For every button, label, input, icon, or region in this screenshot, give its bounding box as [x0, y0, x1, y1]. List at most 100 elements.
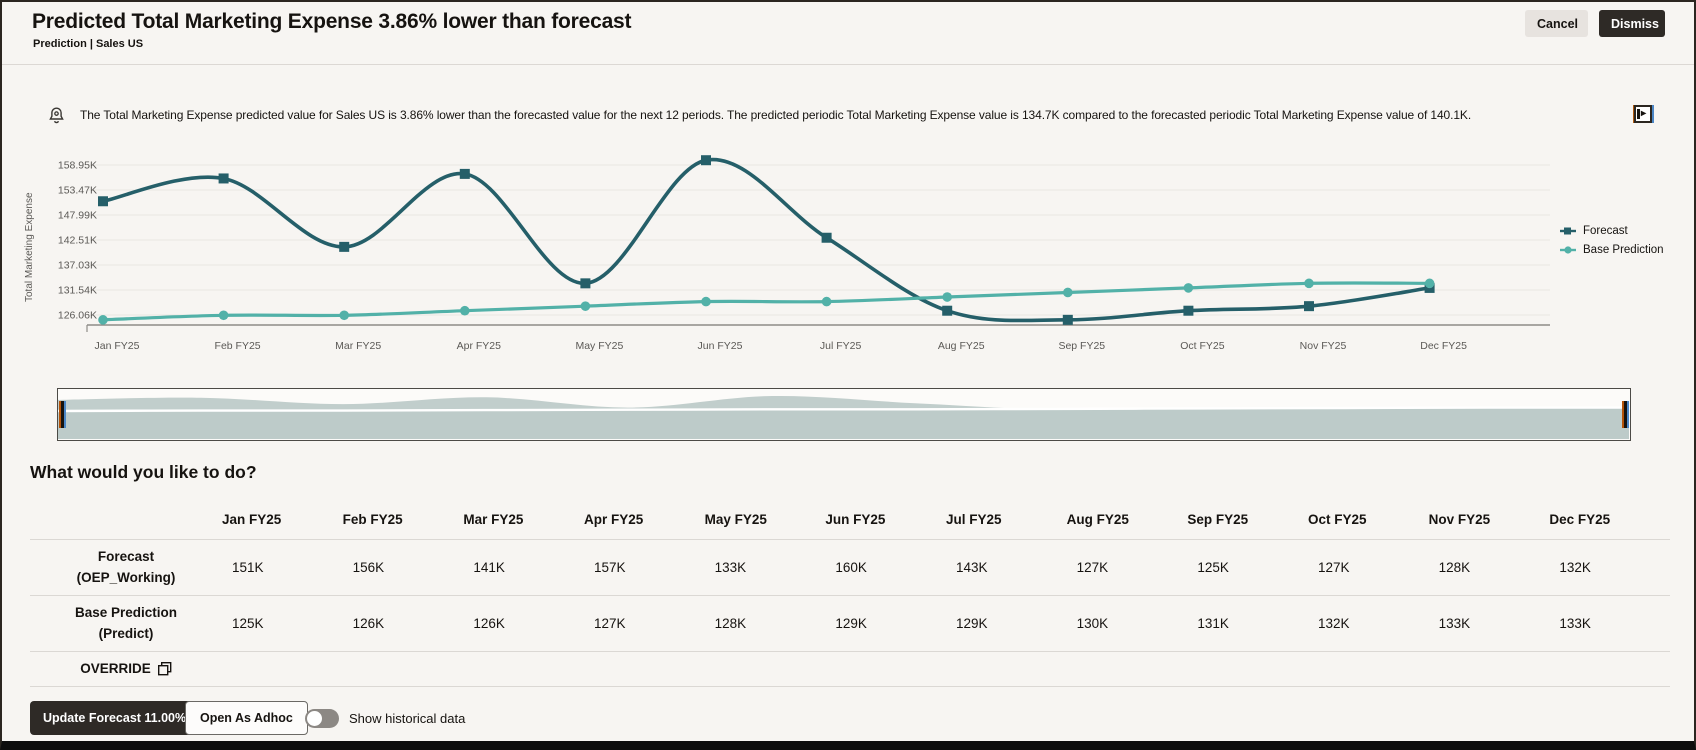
legend-label: Forecast [1583, 225, 1628, 237]
table-row: OVERRIDE [30, 652, 1670, 687]
legend-item[interactable]: Forecast [1560, 225, 1664, 237]
value-cell: 131K [1197, 616, 1229, 631]
show-historical-label: Show historical data [349, 711, 466, 726]
data-point-base-prediction[interactable] [339, 310, 350, 321]
expand-panel-bar [1637, 109, 1640, 119]
update-forecast-button[interactable]: Update Forecast 11.00% [30, 701, 200, 735]
value-cell: 141K [473, 560, 505, 575]
y-tick-label: 131.54K [58, 285, 97, 297]
override-cell[interactable] [1429, 652, 1550, 686]
override-cell[interactable] [343, 652, 464, 686]
chart-legend: Forecast Base Prediction [1560, 225, 1664, 256]
table-row: Base Prediction (Predict) 125K 126K 126K 127K… [30, 596, 1670, 652]
x-tick-label: Apr FY25 [457, 340, 502, 352]
value-cell: 127K [593, 616, 626, 631]
value-cell: 133K [714, 560, 747, 575]
range-handle-left[interactable] [59, 401, 66, 428]
row-label-subtext: (OEP_Working) [76, 569, 176, 585]
row-label-subtext: (Predict) [98, 625, 154, 641]
override-cell[interactable] [1549, 652, 1670, 686]
data-point-base-prediction[interactable] [1063, 287, 1073, 298]
column-header: Feb FY25 [342, 512, 403, 527]
column-header: May FY25 [704, 512, 767, 527]
value-cell: 132K [1317, 616, 1350, 631]
open-as-adhoc-button[interactable]: Open As Adhoc [185, 701, 308, 735]
show-historical-toggle[interactable] [305, 709, 339, 728]
data-point-base-prediction[interactable] [460, 305, 470, 316]
overview-base-area [58, 407, 1629, 439]
overview-base-line [57, 406, 1630, 413]
data-point-forecast[interactable] [580, 278, 591, 289]
data-point-forecast[interactable] [218, 173, 229, 184]
override-cell[interactable] [463, 652, 584, 686]
data-point-base-prediction[interactable] [580, 301, 591, 311]
y-tick-label: 147.99K [58, 210, 97, 222]
data-point-forecast[interactable] [701, 155, 711, 166]
override-cell[interactable] [584, 652, 705, 686]
prediction-table: Jan FY25 Feb FY25 Mar FY25 Apr FY25 May FY25… [30, 500, 1670, 687]
data-point-base-prediction[interactable] [821, 296, 832, 307]
data-point-base-prediction[interactable] [218, 310, 229, 321]
data-point-forecast[interactable] [1304, 301, 1314, 312]
override-cell[interactable] [1308, 652, 1429, 686]
row-label-text: OVERRIDE [80, 660, 151, 676]
value-cell: 151K [232, 560, 264, 575]
column-header: Jan FY25 [222, 512, 282, 527]
chart-range-selector[interactable] [57, 388, 1631, 441]
data-point-base-prediction[interactable] [98, 315, 108, 325]
cancel-button[interactable]: Cancel [1525, 10, 1588, 37]
dialog-header: Predicted Total Marketing Expense 3.86% … [2, 2, 1694, 65]
legend-item[interactable]: Base Prediction [1560, 244, 1664, 256]
column-header: Aug FY25 [1066, 512, 1129, 527]
row-label-text: Base Prediction [74, 605, 178, 621]
data-point-forecast[interactable] [821, 232, 832, 243]
insight-text: The Total Marketing Expense predicted va… [80, 108, 1472, 122]
table-corner-cell [30, 500, 222, 539]
copy-icon[interactable] [157, 662, 172, 676]
data-point-forecast[interactable] [1183, 305, 1194, 316]
row-label: Forecast (OEP_Working) [30, 540, 222, 595]
data-point-base-prediction[interactable] [1304, 278, 1314, 289]
data-point-base-prediction[interactable] [942, 292, 952, 302]
override-cell[interactable] [1067, 652, 1188, 686]
value-cell: 125K [232, 616, 264, 631]
data-point-forecast[interactable] [459, 168, 470, 179]
x-tick-label: Dec FY25 [1420, 340, 1467, 352]
x-tick-label: Oct FY25 [1180, 340, 1225, 352]
series-line-circle [102, 281, 1430, 322]
data-point-base-prediction[interactable] [1183, 283, 1194, 293]
data-point-forecast[interactable] [98, 196, 108, 207]
data-point-base-prediction[interactable] [701, 296, 711, 307]
x-tick-label: Aug FY25 [938, 340, 985, 352]
row-label: OVERRIDE [30, 652, 222, 686]
value-cell: 127K [1076, 560, 1109, 575]
dismiss-button[interactable]: Dismiss [1599, 10, 1665, 37]
x-tick-label: Feb FY25 [215, 340, 261, 352]
legend-circle [1564, 246, 1572, 254]
override-cell[interactable] [946, 652, 1067, 686]
data-point-forecast[interactable] [942, 305, 953, 316]
column-header: Jul FY25 [945, 512, 1002, 527]
data-point-forecast[interactable] [1062, 314, 1073, 325]
x-tick-label: May FY25 [575, 340, 623, 352]
insight-bell-icon [48, 106, 65, 125]
override-cell[interactable] [825, 652, 946, 686]
override-cell[interactable] [705, 652, 826, 686]
toggle-knob [307, 711, 322, 726]
x-tick-label: Jun FY25 [698, 340, 743, 352]
column-header: Sep FY25 [1187, 512, 1249, 527]
column-header: Apr FY25 [583, 512, 644, 527]
y-tick-label: 158.95K [58, 160, 97, 172]
value-cell: 132K [1559, 560, 1591, 575]
expand-panel-icon[interactable]: ▸ [1634, 105, 1652, 123]
table-header-row: Jan FY25 Feb FY25 Mar FY25 Apr FY25 May FY25… [30, 500, 1670, 540]
x-tick-label: Jul FY25 [820, 340, 862, 352]
range-handle-right[interactable] [1622, 401, 1629, 428]
y-tick-label: 153.47K [58, 185, 97, 197]
data-point-base-prediction[interactable] [1424, 278, 1435, 289]
value-cell: 127K [1317, 560, 1350, 575]
override-cell[interactable] [222, 652, 343, 686]
column-header: Oct FY25 [1307, 512, 1367, 527]
override-cell[interactable] [1187, 652, 1308, 686]
data-point-forecast[interactable] [339, 241, 350, 252]
